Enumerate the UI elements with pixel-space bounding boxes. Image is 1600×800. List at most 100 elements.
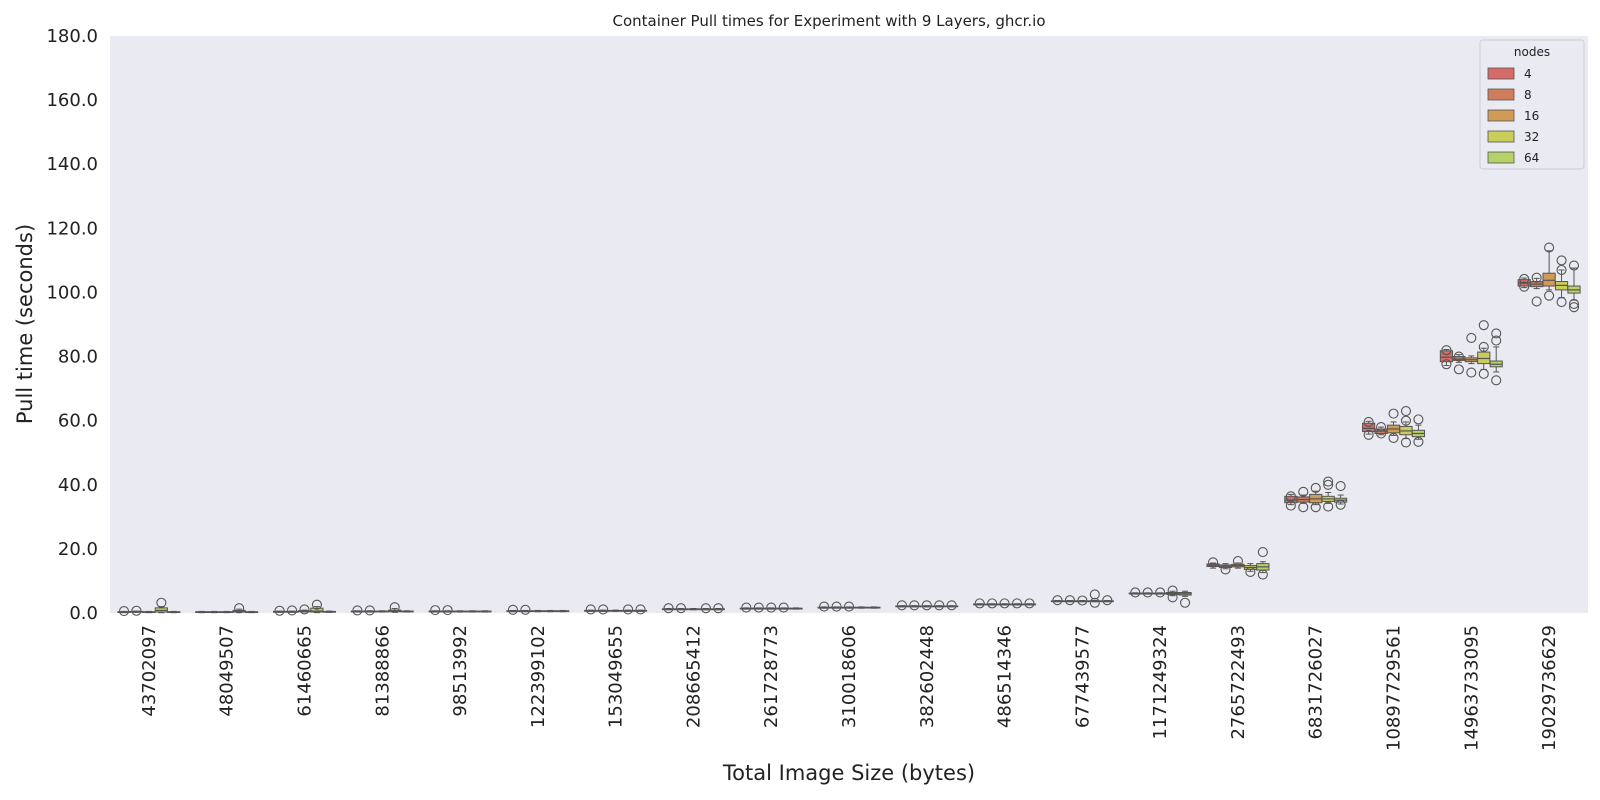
outlier-point (1466, 332, 1477, 344)
outlier-point (1400, 437, 1412, 448)
outlier-point (1232, 556, 1243, 567)
outlier-point (352, 605, 363, 616)
box (1088, 589, 1102, 608)
x-tick-label: 1171249324 (1150, 625, 1171, 740)
outlier-point (1478, 341, 1489, 352)
box (711, 603, 725, 614)
x-tick-label: 208665412 (683, 625, 704, 728)
box (584, 604, 598, 615)
outlier-point (1220, 564, 1231, 575)
outlier-point (1323, 479, 1334, 490)
series-32 (154, 255, 1569, 615)
box (1100, 595, 1114, 606)
box (207, 610, 221, 614)
x-tick-label: 486514346 (995, 625, 1016, 728)
box-body (1542, 272, 1556, 287)
outlier-point (713, 603, 724, 614)
outlier-point (1335, 481, 1346, 492)
series-64 (167, 260, 1581, 615)
box (375, 610, 389, 613)
outlier-point (921, 600, 932, 611)
outlier-point (1363, 429, 1374, 440)
box (1309, 482, 1323, 513)
box (1063, 595, 1077, 606)
legend-label: 32 (1524, 130, 1539, 144)
box-body (310, 607, 324, 613)
box (1256, 547, 1270, 580)
box (789, 607, 803, 610)
plot-area (110, 36, 1588, 613)
box (388, 602, 402, 613)
outlier-point (663, 603, 674, 614)
outlier-point (234, 603, 245, 614)
outlier-point (1130, 587, 1141, 598)
box (867, 606, 881, 609)
legend-item: 16 (1487, 109, 1539, 123)
outlier-point (753, 602, 764, 613)
y-tick-label: 60.0 (58, 411, 98, 432)
legend-swatch (1487, 88, 1515, 101)
y-tick-label: 140.0 (46, 154, 98, 175)
box (1022, 598, 1037, 609)
box (220, 610, 234, 614)
outlier-point (1491, 328, 1502, 339)
box (817, 601, 831, 612)
box (1489, 328, 1503, 386)
box (400, 610, 414, 613)
outlier-point (1376, 422, 1387, 433)
box (465, 610, 480, 613)
box (1554, 255, 1569, 308)
box (310, 599, 324, 614)
box (1567, 260, 1581, 313)
legend-swatch (1487, 67, 1515, 80)
outlier-point (1531, 272, 1542, 283)
outlier-point (1208, 557, 1219, 568)
y-axis-ticks: 0.0 20.0 40.0 60.0 80.0 100.0 120.0 140.0 160.0 1… (46, 26, 98, 624)
outlier-point (442, 605, 453, 616)
x-tick-label: 43702097 (139, 625, 160, 717)
box-body (1362, 422, 1376, 433)
outlier-point (1400, 415, 1412, 426)
outlier-point (1064, 595, 1075, 606)
box (621, 604, 635, 615)
outlier-point (1453, 351, 1464, 362)
outlier-point (1167, 592, 1178, 603)
outlier-point (1491, 375, 1502, 386)
outlier-point (987, 598, 998, 609)
outlier-point (1544, 242, 1555, 253)
box (1153, 587, 1167, 598)
y-tick-label: 120.0 (46, 218, 98, 239)
box (1178, 590, 1192, 608)
box (699, 603, 713, 614)
x-tick-label: 310018606 (839, 625, 860, 728)
outlier-point (430, 605, 441, 616)
outlier-point (675, 603, 687, 614)
outlier-point (1257, 569, 1268, 580)
outlier-point (156, 597, 167, 608)
outlier-point (389, 602, 400, 613)
x-tick-label: 14963733095 (1461, 625, 1482, 751)
outlier-point (1011, 598, 1023, 609)
outlier-point (299, 604, 310, 615)
legend-title: nodes (1514, 45, 1550, 59)
outlier-point (1310, 502, 1321, 513)
box (167, 610, 181, 614)
outlier-point (507, 604, 518, 615)
x-tick-label: 261728773 (761, 625, 782, 728)
box (1050, 595, 1065, 606)
outlier-point (1556, 264, 1567, 276)
x-axis-ticks: 43702097 48049507 61460665 81388866 98513992… (139, 625, 1560, 751)
box (453, 610, 467, 613)
box (739, 602, 753, 613)
box (1452, 351, 1466, 375)
x-tick-label: 382602448 (917, 625, 938, 728)
box (142, 610, 156, 614)
outlier-point (1245, 566, 1256, 578)
box (1218, 563, 1233, 575)
legend-frame (1479, 39, 1585, 170)
box (686, 608, 701, 611)
outlier-point (1102, 595, 1113, 606)
outlier-point (766, 602, 777, 613)
outlier-point (1466, 367, 1477, 378)
box (543, 609, 557, 613)
